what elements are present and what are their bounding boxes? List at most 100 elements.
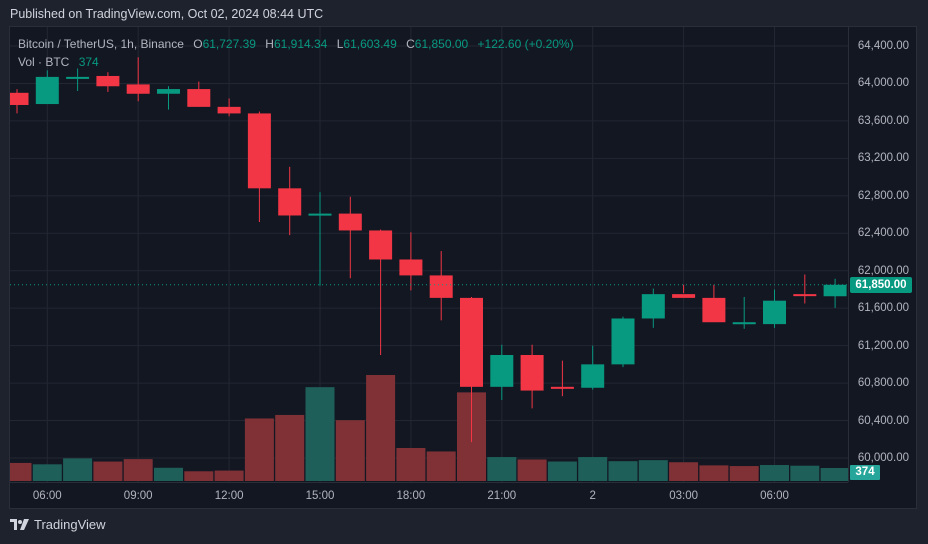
time-tick-label: 18:00 <box>396 490 426 502</box>
candlestick-chart <box>10 27 848 482</box>
price-tick-label: 62,400.00 <box>857 227 909 240</box>
symbol-title[interactable]: Bitcoin / TetherUS, 1h, Binance <box>18 37 184 51</box>
last-volume-tag: 374 <box>850 465 880 480</box>
high-value: 61,914.34 <box>273 37 328 51</box>
volume-bar <box>93 461 123 481</box>
candle <box>520 355 544 391</box>
candle <box>460 297 483 387</box>
published-caption: Published on TradingView.com, Oct 02, 20… <box>10 7 324 21</box>
time-tick-label: 2 <box>589 490 596 502</box>
high-label: H <box>265 37 274 51</box>
candle <box>823 284 847 297</box>
candle <box>550 386 574 389</box>
candle <box>35 76 59 105</box>
volume-bar <box>578 457 608 481</box>
price-tick-label: 60,000.00 <box>857 452 909 464</box>
candle <box>96 75 120 87</box>
volume-bar <box>366 375 396 481</box>
price-tick-label: 62,000.00 <box>857 264 909 277</box>
candle <box>217 106 241 114</box>
open-value: 61,727.39 <box>202 37 256 51</box>
price-tick-label: 61,200.00 <box>857 339 909 352</box>
close-label: C <box>406 37 415 51</box>
volume-bar <box>335 420 365 481</box>
price-tick-label: 62,800.00 <box>857 189 909 202</box>
chart-plot-area[interactable]: Bitcoin / TetherUS, 1h, Binance O61,727.… <box>10 27 848 482</box>
candle <box>10 92 29 105</box>
time-tick-label: 12:00 <box>214 490 244 502</box>
price-tick-label: 60,800.00 <box>857 377 909 390</box>
candle <box>641 294 665 319</box>
change-value: +122.60 (+0.20%) <box>477 37 574 51</box>
volume-bar <box>63 458 93 481</box>
price-tick-label: 64,000.00 <box>857 77 909 90</box>
candle <box>399 259 423 276</box>
tradingview-logo-icon <box>10 518 29 530</box>
volume-bar <box>790 465 820 481</box>
volume-bar <box>184 471 214 481</box>
candle <box>793 294 817 297</box>
volume-bar <box>517 459 547 481</box>
volume-bar <box>487 457 517 481</box>
candle <box>338 213 362 231</box>
volume-bar <box>396 447 426 481</box>
volume-value: 374 <box>78 55 99 69</box>
price-tick-label: 60,400.00 <box>857 414 909 427</box>
volume-bar <box>608 461 638 481</box>
volume-bar <box>638 460 668 481</box>
time-tick-label: 03:00 <box>669 490 698 502</box>
volume-bar <box>123 459 153 481</box>
open-label: O <box>193 37 203 51</box>
time-tick-label: 21:00 <box>487 490 517 502</box>
volume-label[interactable]: Vol · BTC <box>18 55 70 69</box>
price-tick-label: 61,600.00 <box>857 302 909 315</box>
time-tick-label: 15:00 <box>305 490 335 502</box>
volume-bar <box>760 465 789 481</box>
time-axis[interactable]: 06:00 09:00 12:00 15:00 18:00 21:00 2 03:00 06:0… <box>10 482 848 510</box>
volume-bar <box>669 462 699 481</box>
volume-bar <box>32 464 62 481</box>
candle <box>308 213 332 216</box>
volume-bar <box>154 467 183 481</box>
candle <box>157 89 180 94</box>
close-value: 61,850.00 <box>414 37 469 51</box>
volume-bar <box>214 470 244 481</box>
candle <box>278 188 302 216</box>
volume-bar <box>244 418 274 481</box>
volume-bar <box>426 451 456 481</box>
candle <box>247 113 271 189</box>
volume-bar <box>547 461 577 481</box>
volume-bar <box>275 414 305 481</box>
candle <box>187 89 211 107</box>
candle <box>732 322 756 325</box>
price-axis[interactable]: 64,400.00 64,000.00 63,600.00 63,200.00 62,8… <box>848 27 917 482</box>
footer-brand-text: TradingView <box>34 517 106 532</box>
candle <box>611 318 635 365</box>
price-tick-label: 64,400.00 <box>857 40 909 52</box>
candle <box>369 230 393 260</box>
chart-legend: Bitcoin / TetherUS, 1h, Binance O61,727.… <box>18 35 574 71</box>
price-tick-label: 63,600.00 <box>857 114 909 127</box>
footer-brand[interactable]: TradingView <box>10 517 106 532</box>
time-tick-label: 06:00 <box>760 490 789 502</box>
candle <box>126 84 150 94</box>
candle <box>702 297 726 323</box>
time-tick-label: 06:00 <box>32 490 62 502</box>
candle <box>763 300 786 325</box>
low-label: L <box>336 37 344 51</box>
candle <box>490 355 514 387</box>
candle <box>66 76 90 79</box>
low-value: 61,603.49 <box>343 37 397 51</box>
time-tick-label: 09:00 <box>123 490 153 502</box>
volume-bar <box>820 468 848 481</box>
volume-bar <box>729 466 759 481</box>
legend-ohlc-row: Bitcoin / TetherUS, 1h, Binance O61,727.… <box>18 35 574 53</box>
volume-bar <box>699 465 729 481</box>
legend-volume-row: Vol · BTC 374 <box>18 53 574 71</box>
last-price-tag: 61,850.00 <box>850 276 912 293</box>
volume-bar <box>305 387 335 481</box>
candle <box>429 275 453 298</box>
price-tick-label: 63,200.00 <box>857 152 909 165</box>
chart-frame: Bitcoin / TetherUS, 1h, Binance O61,727.… <box>9 26 917 509</box>
volume-bar <box>10 462 32 481</box>
